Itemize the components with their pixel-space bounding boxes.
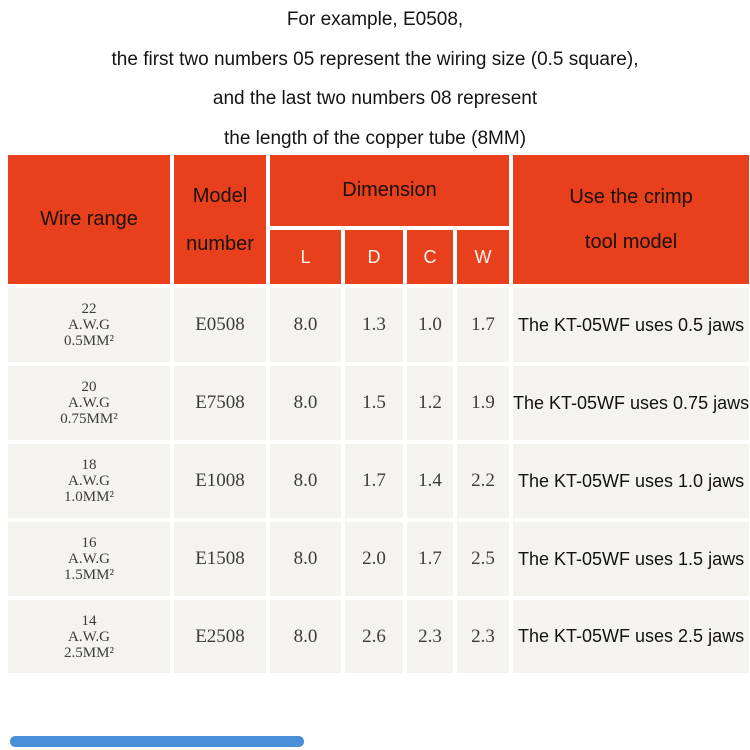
wire-size: 2.5MM² <box>64 644 114 661</box>
awg-number: 18 <box>81 457 97 473</box>
table-row-2-model: E7508 <box>174 366 266 440</box>
awg-number: 20 <box>81 379 97 395</box>
header-crimp-line2: tool model <box>584 230 678 253</box>
wire-size: 1.0MM² <box>64 489 114 505</box>
table-row-3-wire-range: 18 A.W.G 1.0MM² <box>8 444 170 518</box>
table-row-1-L: 8.0 <box>270 288 341 362</box>
table-row-2-W: 1.9 <box>457 366 509 440</box>
table-row-5-wire-range: 14 A.W.G 2.5MM² <box>8 600 170 673</box>
table-row-2-D: 1.5 <box>345 366 403 440</box>
table-row-1-model: E0508 <box>174 288 266 362</box>
table-row-2-wire-range: 20 A.W.G 0.75MM² <box>8 366 170 440</box>
header-model-line2: number <box>186 232 254 255</box>
header-dimension: Dimension <box>270 155 509 226</box>
table-row-4-model: E1508 <box>174 522 266 596</box>
table-row-5-W: 2.3 <box>457 600 509 673</box>
video-progress-bar[interactable] <box>10 736 304 747</box>
table-row-4-crimp: The KT-05WF uses 1.5 jaws <box>513 522 750 596</box>
table-row-1-C: 1.0 <box>407 288 453 362</box>
awg-number: 14 <box>81 612 97 629</box>
header-wire-range: Wire range <box>8 155 170 284</box>
table-row-5-model: E2508 <box>174 600 266 673</box>
header-dim-C: C <box>407 230 453 284</box>
table-row-4-W: 2.5 <box>457 522 509 596</box>
table-row-5-L: 8.0 <box>270 600 341 673</box>
table-row-1-D: 1.3 <box>345 288 403 362</box>
header-crimp-tool: Use the crimp tool model <box>513 155 750 284</box>
wire-size: 0.5MM² <box>64 333 114 349</box>
table-row-3-W: 2.2 <box>457 444 509 518</box>
intro-line-1: For example, E0508, <box>286 9 464 30</box>
table-row-2-crimp: The KT-05WF uses 0.75 jaws <box>513 366 750 440</box>
table-row-5-D: 2.6 <box>345 600 403 673</box>
awg-label: A.W.G <box>68 317 110 333</box>
table-row-1-W: 1.7 <box>457 288 509 362</box>
awg-label: A.W.G <box>68 473 110 489</box>
header-dim-L: L <box>270 230 341 284</box>
table-row-5-C: 2.3 <box>407 600 453 673</box>
wire-spec-table: Wire range Model number Dimension L D C … <box>8 155 750 673</box>
table-row-5-crimp: The KT-05WF uses 2.5 jaws <box>513 600 750 673</box>
awg-label: A.W.G <box>68 551 110 567</box>
intro-line-2: the first two numbers 05 represent the w… <box>111 48 639 70</box>
awg-number: 16 <box>81 535 97 551</box>
header-dim-D: D <box>345 230 403 284</box>
awg-label: A.W.G <box>68 628 110 645</box>
intro-line-4: the length of the copper tube (8MM) <box>223 127 527 149</box>
wire-size: 0.75MM² <box>60 411 118 427</box>
awg-number: 22 <box>81 301 97 317</box>
table-row-4-wire-range: 16 A.W.G 1.5MM² <box>8 522 170 596</box>
table-row-3-D: 1.7 <box>345 444 403 518</box>
wire-size: 1.5MM² <box>64 567 114 583</box>
table-row-3-model: E1008 <box>174 444 266 518</box>
table-row-1-crimp: The KT-05WF uses 0.5 jaws <box>513 288 750 362</box>
table-row-2-C: 1.2 <box>407 366 453 440</box>
table-row-3-crimp: The KT-05WF uses 1.0 jaws <box>513 444 750 518</box>
table-row-3-L: 8.0 <box>270 444 341 518</box>
table-row-3-C: 1.4 <box>407 444 453 518</box>
table-row-2-L: 8.0 <box>270 366 341 440</box>
header-dim-W: W <box>457 230 509 284</box>
table-row-1-wire-range: 22 A.W.G 0.5MM² <box>8 288 170 362</box>
naming-convention-note: For example, E0508, the first two number… <box>0 0 750 158</box>
table-row-4-C: 1.7 <box>407 522 453 596</box>
header-crimp-line1: Use the crimp <box>569 185 693 208</box>
awg-label: A.W.G <box>68 395 110 411</box>
intro-line-3: and the last two numbers 08 represent <box>212 88 538 109</box>
table-row-4-L: 8.0 <box>270 522 341 596</box>
header-model-number: Model number <box>174 155 266 284</box>
header-model-line1: Model <box>192 184 248 207</box>
table-row-4-D: 2.0 <box>345 522 403 596</box>
